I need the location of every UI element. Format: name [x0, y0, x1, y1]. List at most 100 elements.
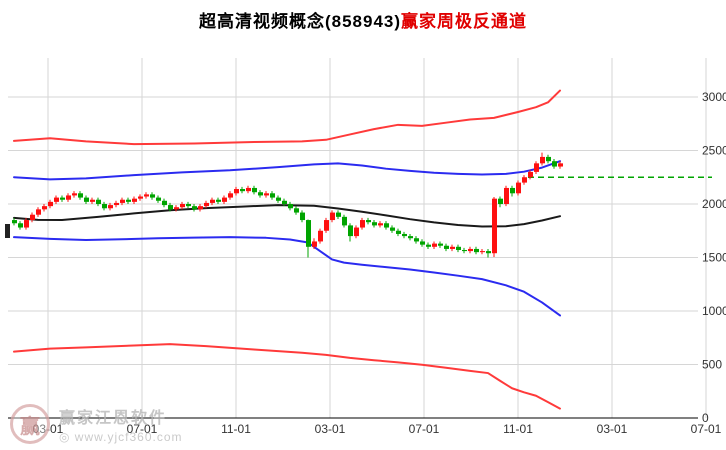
candle-body — [84, 197, 89, 202]
candle-body — [396, 230, 401, 234]
candle-body — [126, 199, 131, 202]
watermark-logo-char: 赢 — [20, 415, 40, 438]
candle-body — [342, 216, 347, 226]
y-axis-label: 2500 — [702, 144, 726, 158]
candle-body — [318, 230, 323, 242]
candle-body — [540, 156, 545, 164]
candle-body — [120, 199, 125, 203]
candle-body — [354, 227, 359, 237]
candle-body — [306, 220, 311, 247]
candle-body — [336, 212, 341, 217]
watermark: 赢 赢家江恩软件 ◎ www.yjcf360.com — [10, 404, 183, 444]
candle-body — [54, 197, 59, 202]
candle-body — [426, 244, 431, 247]
candle-body — [300, 212, 305, 221]
candle-body — [150, 194, 155, 198]
x-axis-label: 07-01 — [691, 422, 722, 436]
candle-body — [456, 246, 461, 251]
candle-body — [378, 223, 383, 226]
candle-body — [324, 220, 329, 231]
y-axis-label: 2000 — [702, 197, 726, 211]
candle-body — [450, 246, 455, 249]
candle-body — [90, 199, 95, 202]
candle-body — [36, 209, 41, 215]
candle-body — [264, 193, 269, 196]
candle-body — [72, 193, 77, 196]
candle-body — [402, 233, 407, 237]
chart-title-channel: 赢家周极反通道 — [401, 12, 528, 31]
x-axis-label: 07-01 — [409, 422, 440, 436]
watermark-text: 赢家江恩软件 ◎ www.yjcf360.com — [59, 404, 183, 444]
candle-body — [516, 182, 521, 194]
x-axis-label: 07-01 — [127, 422, 158, 436]
middle_black-channel-line — [13, 204, 561, 228]
candle-body — [156, 197, 161, 201]
x-axis-label: 11-01 — [503, 422, 533, 436]
candle-body — [408, 236, 413, 239]
candle-body — [528, 171, 533, 178]
candle-body — [252, 187, 257, 193]
candle-body — [312, 241, 317, 247]
candle-body — [210, 199, 215, 203]
candle-body — [198, 206, 203, 210]
candle-body — [162, 200, 167, 206]
candle-body — [420, 241, 425, 245]
candle-body — [384, 223, 389, 228]
candle-body — [48, 201, 53, 207]
candle-body — [174, 207, 179, 210]
candle-body — [258, 192, 263, 196]
candle-body — [30, 214, 35, 221]
candle-body — [168, 205, 173, 210]
x-axis-label: 11-01 — [221, 422, 251, 436]
candle-body — [294, 208, 299, 213]
candle-body — [504, 187, 509, 204]
chart-title: 超高清视频概念(858943)赢家周极反通道 — [0, 7, 726, 32]
candle-body — [186, 204, 191, 207]
candle-body — [438, 243, 443, 246]
candle-body — [114, 202, 119, 206]
candle-body — [270, 193, 275, 198]
y-axis-label: 0 — [702, 411, 709, 425]
candle-body — [510, 187, 515, 194]
candle-body — [348, 225, 353, 237]
watermark-logo-icon: 赢 — [10, 404, 50, 444]
x-axis-label: 03-01 — [597, 422, 628, 436]
candle-body — [462, 250, 467, 252]
candle-body — [390, 227, 395, 231]
x-axis-label: 03-01 — [315, 422, 346, 436]
candle-body — [180, 204, 185, 208]
candle-body — [24, 220, 29, 228]
candle-body — [282, 200, 287, 204]
candle-body — [222, 197, 227, 202]
chart-title-symbol: 超高清视频概念(858943) — [198, 12, 402, 31]
candle-body — [486, 251, 491, 254]
candle-body — [192, 206, 197, 210]
candle-body — [228, 193, 233, 198]
candle-body — [432, 243, 437, 247]
candle-body — [102, 204, 107, 209]
candle-body — [552, 161, 557, 167]
candle-body — [138, 196, 143, 199]
candle-body — [534, 163, 539, 172]
y-axis-label: 1000 — [702, 304, 726, 318]
candle-body — [216, 199, 221, 202]
y-axis-label: 1500 — [702, 251, 726, 265]
candle-body — [108, 205, 113, 209]
candle-body — [42, 206, 47, 210]
candle-body — [546, 156, 551, 162]
candle-body — [12, 220, 17, 224]
candle-body — [132, 198, 137, 202]
watermark-name: 赢家江恩软件 — [59, 410, 168, 427]
candle-body — [522, 177, 527, 183]
candle-body — [204, 202, 209, 207]
upper_red-channel-line — [13, 89, 561, 146]
candle-body — [444, 245, 449, 249]
candle-body — [276, 197, 281, 201]
candle-body — [366, 220, 371, 223]
candle-body — [414, 238, 419, 242]
candle-body — [468, 248, 473, 252]
candle-body — [474, 248, 479, 253]
candle-body — [234, 189, 239, 194]
